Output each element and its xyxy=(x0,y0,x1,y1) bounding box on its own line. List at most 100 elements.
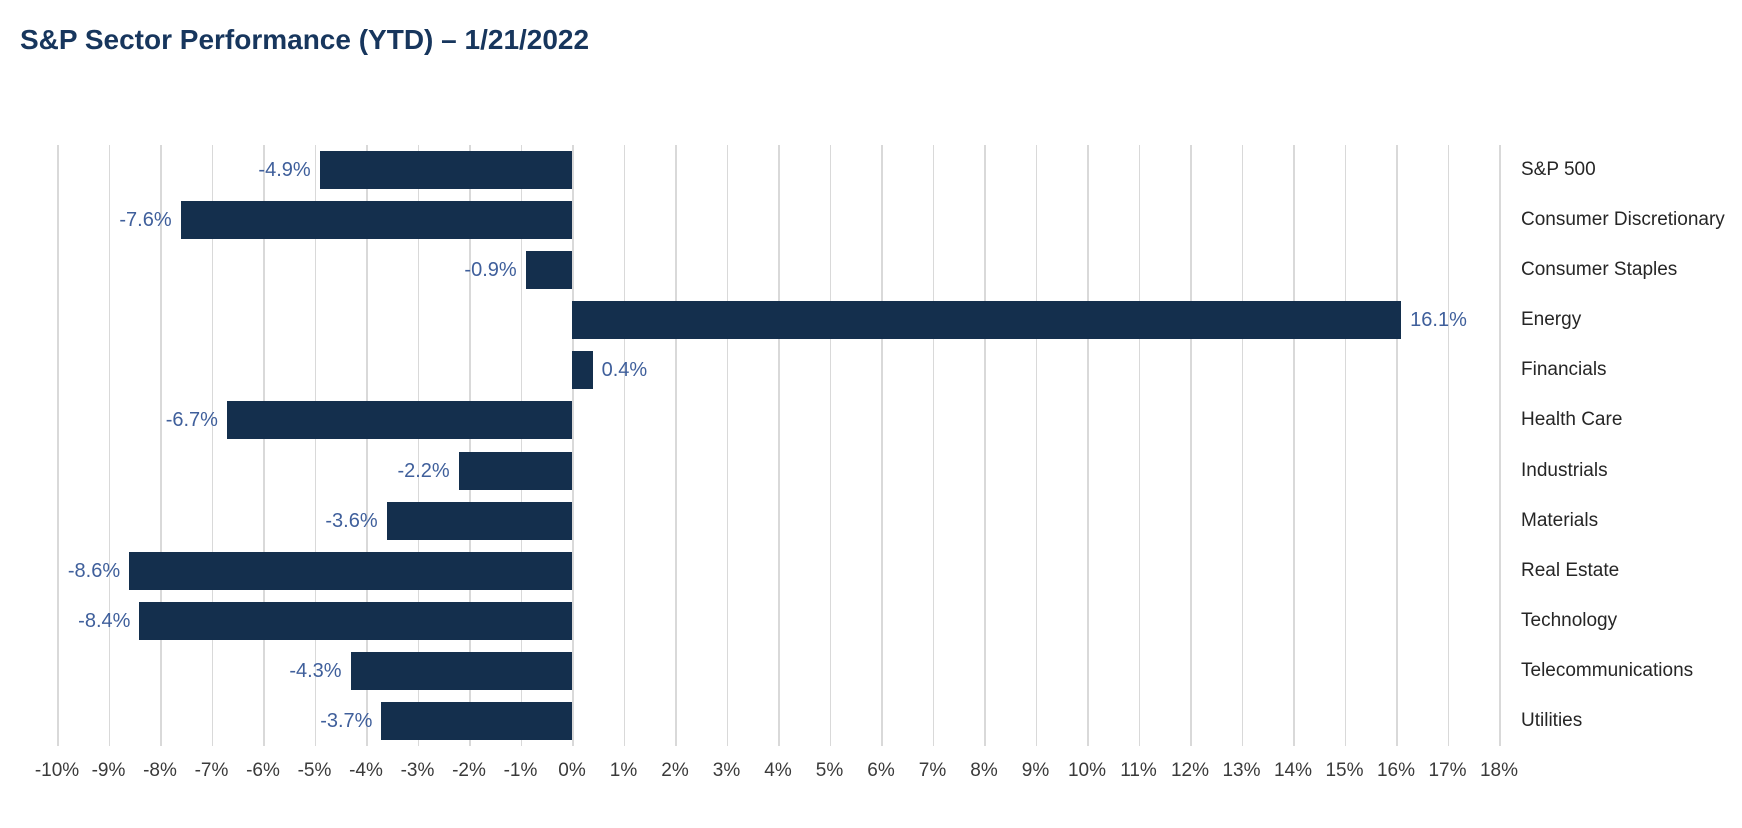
gridline xyxy=(417,145,419,746)
bar xyxy=(381,701,572,740)
gridline xyxy=(263,145,265,746)
x-tick-label: 6% xyxy=(867,760,895,781)
category-label: Consumer Staples xyxy=(1521,259,1678,281)
x-tick-label: 12% xyxy=(1170,760,1210,781)
gridline xyxy=(1499,145,1501,746)
x-tick-label: -7% xyxy=(194,760,229,781)
bar-row: -8.6% xyxy=(57,551,1499,590)
bar-row: -6.7% xyxy=(57,401,1499,440)
x-tick-label: 1% xyxy=(609,760,638,781)
gridline xyxy=(160,145,162,746)
gridline xyxy=(984,145,986,746)
category-label: Real Estate xyxy=(1521,559,1620,581)
bar-row: -0.9% xyxy=(57,251,1499,290)
category-label: Energy xyxy=(1521,309,1582,331)
category-label: Telecommunications xyxy=(1521,659,1694,681)
gridline xyxy=(1035,145,1037,746)
x-tick-label: 3% xyxy=(712,760,741,781)
value-label: 0.4% xyxy=(601,359,648,382)
bar-row: -4.3% xyxy=(57,651,1499,690)
gridline xyxy=(572,145,574,746)
gridline xyxy=(1138,145,1140,746)
x-tick-label: -9% xyxy=(91,760,126,781)
value-label: -4.3% xyxy=(289,659,342,682)
x-tick-label: -5% xyxy=(297,760,332,781)
gridline xyxy=(881,145,883,746)
gridline xyxy=(57,145,59,746)
category-label: Utilities xyxy=(1521,709,1583,731)
gridline xyxy=(623,145,625,746)
bar-row: -2.2% xyxy=(57,451,1499,490)
chart-title: S&P Sector Performance (YTD) – 1/21/2022 xyxy=(20,24,590,55)
category-label: Financials xyxy=(1521,359,1607,381)
value-label: -7.6% xyxy=(119,209,172,232)
bar xyxy=(226,401,572,440)
category-label: Industrials xyxy=(1521,459,1608,481)
gridline xyxy=(108,145,110,746)
bar xyxy=(386,501,572,540)
bar-row: 16.1% xyxy=(57,301,1499,340)
value-label: 16.1% xyxy=(1410,309,1467,332)
x-tick-label: 4% xyxy=(764,760,792,781)
bar xyxy=(458,451,572,490)
x-tick-label: -1% xyxy=(503,760,538,781)
gridline xyxy=(675,145,677,746)
gridline xyxy=(314,145,316,746)
x-tick-label: -8% xyxy=(143,760,177,781)
gridline xyxy=(1396,145,1398,746)
x-tick-label: 10% xyxy=(1067,760,1107,781)
category-label: Technology xyxy=(1521,609,1618,631)
gridline xyxy=(469,145,471,746)
category-label: Materials xyxy=(1521,509,1599,531)
value-label: -6.7% xyxy=(165,409,218,432)
gridline xyxy=(829,145,831,746)
category-axis: S&P 500 Consumer Discretionary Consumer St… xyxy=(1521,145,1742,746)
gridline xyxy=(1241,145,1243,746)
bar xyxy=(139,601,572,640)
x-tick-label: 15% xyxy=(1325,760,1364,781)
value-label: -3.7% xyxy=(320,709,373,732)
x-tick-label: 18% xyxy=(1479,760,1519,781)
x-tick-label: 5% xyxy=(815,760,844,781)
bar-row: -7.6% xyxy=(57,201,1499,240)
plot-area: -4.9% -7.6% -0.9% 16.1% 0.4% -6.7% -2.2% -3.6% -… xyxy=(57,145,1501,746)
bar-row: -3.7% xyxy=(57,701,1499,740)
value-label: -8.6% xyxy=(67,559,121,582)
category-label: S&P 500 xyxy=(1521,159,1596,180)
bar-row: 0.4% xyxy=(57,351,1499,390)
x-tick-label: 9% xyxy=(1021,760,1050,781)
bar xyxy=(129,551,572,590)
gridline xyxy=(1344,145,1346,746)
gridline xyxy=(1190,145,1192,746)
x-tick-label: 2% xyxy=(661,760,689,781)
x-tick-label: 17% xyxy=(1428,760,1467,781)
x-tick-label: -2% xyxy=(452,760,486,781)
value-label: -8.4% xyxy=(78,609,131,632)
gridline xyxy=(932,145,934,746)
x-tick-label: 7% xyxy=(918,760,947,781)
gridline xyxy=(1087,145,1089,746)
x-tick-label: -10% xyxy=(34,760,80,781)
bar xyxy=(572,301,1402,340)
bar xyxy=(180,201,572,240)
gridline xyxy=(778,145,780,746)
gridline xyxy=(211,145,213,746)
category-label: Consumer Discretionary xyxy=(1521,209,1725,231)
value-label: -4.9% xyxy=(258,159,311,182)
category-label: Health Care xyxy=(1521,409,1623,431)
value-label: -3.6% xyxy=(325,509,378,532)
value-label: -0.9% xyxy=(464,259,517,282)
gridline xyxy=(726,145,728,746)
bar-row: -3.6% xyxy=(57,501,1499,540)
x-axis: -10% -9% -8% -7% -6% -5% -4% -3% -2% -1% 0% 1% 2% 3% 4… xyxy=(35,758,1518,784)
gridline xyxy=(366,145,368,746)
x-tick-label: -3% xyxy=(400,760,435,781)
bar-row: -4.9% xyxy=(57,151,1499,190)
bar-row: -8.4% xyxy=(57,601,1499,640)
bar xyxy=(319,151,572,190)
bar xyxy=(350,651,572,690)
x-tick-label: 11% xyxy=(1120,760,1157,781)
x-tick-label: 14% xyxy=(1273,760,1313,781)
